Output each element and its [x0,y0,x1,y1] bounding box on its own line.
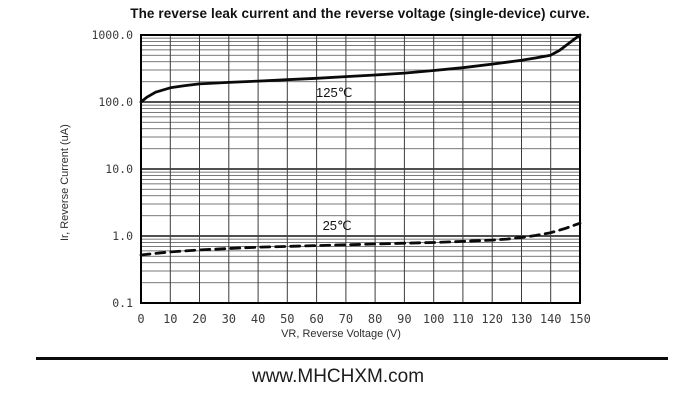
footer-divider [36,357,668,360]
x-tick-label: 140 [540,312,562,326]
x-tick-label: 90 [397,312,411,326]
y-axis-label: Ir, Reverse Current (uA) [59,124,71,241]
plot-border [140,34,581,304]
series-label: 25℃ [323,218,352,233]
x-tick-label: 60 [309,312,323,326]
x-tick-label: 100 [423,312,445,326]
x-tick-label: 130 [511,312,533,326]
x-tick-label: 120 [481,312,503,326]
x-tick-label: 20 [192,312,206,326]
series-label: 125℃ [316,85,352,100]
chart-title: The reverse leak current and the reverse… [130,6,590,21]
curve-25 [139,221,582,257]
y-tick-label: 10.0 [105,162,133,176]
y-tick-label: 100.0 [98,95,133,109]
website-link[interactable]: www.MHCHXM.com [251,366,425,387]
x-tick-label: 0 [137,312,144,326]
curve-125 [139,33,582,104]
reverse-leak-chart: 125℃ 25℃ 0 10 20 30 40 50 60 70 80 90 100 110 120 130 14… [91,28,591,326]
x-tick-label: 80 [368,312,382,326]
y-tick-label: 1.0 [112,229,133,243]
x-tick-label: 50 [280,312,294,326]
x-tick-label: 10 [163,312,177,326]
x-tick-label: 70 [339,312,353,326]
y-tick-label: 1000.0 [91,28,133,42]
x-axis-label: VR, Reverse Voltage (V) [281,328,401,340]
y-tick-label: 0.1 [112,296,133,310]
x-tick-label: 150 [569,312,591,326]
x-tick-label: 40 [251,312,265,326]
x-tick-label: 110 [452,312,474,326]
x-tick-label: 30 [222,312,236,326]
